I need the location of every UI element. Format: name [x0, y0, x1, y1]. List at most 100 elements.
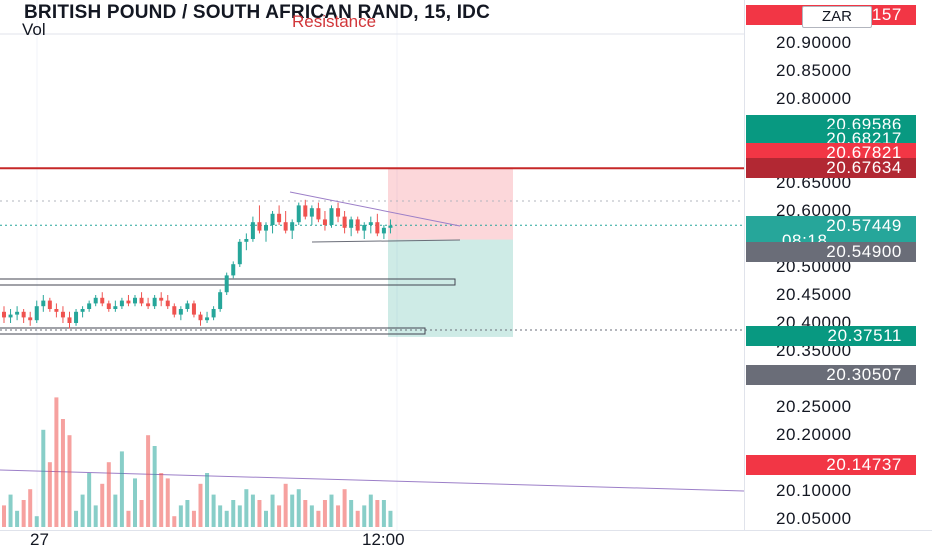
candle-body [322, 219, 327, 225]
candle-body [74, 311, 79, 323]
candle-body [126, 300, 131, 304]
price-label-gray: 20.54900 [746, 242, 916, 262]
volume-bar [74, 510, 79, 527]
volume-bar [152, 446, 157, 527]
candle-body [388, 225, 393, 228]
volume-bar [270, 494, 275, 527]
volume-bar [139, 500, 144, 527]
currency-tag[interactable]: ZAR [802, 6, 872, 28]
volume-bar [15, 510, 20, 527]
candle-body [303, 205, 308, 217]
candle-body [368, 222, 373, 225]
volume-bar [2, 505, 6, 527]
volume-bar [159, 473, 164, 527]
candle-body [159, 297, 164, 301]
volume-bar [191, 510, 196, 527]
chart-grid [0, 0, 744, 530]
volume-bar [309, 505, 314, 527]
volume-bar [355, 510, 360, 527]
candles [2, 199, 393, 329]
volume-bar [47, 462, 52, 527]
volume-bar [133, 478, 137, 527]
volume-bar [211, 494, 216, 527]
volume-bars [2, 397, 393, 527]
candle-body [2, 311, 6, 318]
volume-bar [375, 500, 380, 527]
candle-body [375, 222, 380, 234]
candle-body [231, 264, 236, 276]
price-axis[interactable] [744, 0, 932, 530]
volume-bar [290, 494, 295, 527]
candle-body [47, 300, 52, 309]
candle-body [264, 225, 268, 231]
candle-body [172, 306, 177, 315]
candle-body [290, 222, 295, 231]
volume-bar [178, 505, 183, 527]
candle-body [218, 292, 223, 309]
volume-bar [198, 483, 203, 527]
price-tick: 20.25000 [776, 397, 852, 416]
candle-body [224, 275, 229, 293]
stop-loss-zone [388, 168, 513, 240]
volume-bar [303, 500, 308, 527]
time-label-noon: 12:00 [362, 530, 405, 549]
candle-body [67, 317, 72, 323]
candle-body [152, 297, 157, 307]
volume-bar [257, 500, 262, 527]
candle-body [87, 303, 92, 309]
volume-bar [342, 489, 347, 527]
candle-body [309, 208, 314, 217]
volume-bar [185, 500, 190, 527]
volume-bar [322, 500, 327, 527]
volume-bar [21, 500, 26, 527]
volume-bar [336, 505, 341, 527]
candle-body [355, 219, 360, 231]
volume-bar [283, 483, 288, 527]
candle-body [237, 241, 242, 265]
candle-body [277, 213, 282, 223]
resistance-label: Resistance [292, 12, 377, 31]
volume-bar [119, 451, 124, 527]
take-profit-zone [388, 239, 513, 337]
candle-body [316, 208, 321, 220]
price-tick: 20.90000 [776, 33, 852, 52]
candle-body [342, 216, 347, 228]
candle-body [198, 314, 203, 321]
volume-bar [54, 397, 59, 527]
volume-bar [388, 510, 393, 527]
symbol-title[interactable]: BRITISH POUND / SOUTH AFRICAN RAND, 15, … [24, 2, 491, 23]
volume-bar [146, 435, 151, 527]
volume-bar [264, 510, 268, 527]
volume-bar [224, 510, 229, 527]
volume-bar [381, 500, 386, 527]
volume-bar [349, 500, 354, 527]
volume-bar [106, 462, 111, 527]
candle-body [205, 317, 210, 321]
time-axis[interactable] [0, 530, 932, 551]
candle-body [41, 300, 46, 307]
candle-body [244, 239, 249, 242]
volume-bar [231, 500, 236, 527]
volume-indicator-label[interactable]: Vol [22, 20, 46, 39]
volume-bar [165, 478, 170, 527]
candle-body [191, 303, 196, 315]
volume-bar [60, 419, 65, 527]
candle-body [15, 311, 20, 315]
candle-body [178, 309, 183, 315]
candle-body [349, 219, 354, 228]
volume-bar [8, 494, 13, 527]
volume-bar [100, 483, 105, 527]
target-price-label: 20.37511 [746, 326, 916, 346]
volume-bar [368, 494, 373, 527]
volume-bar [87, 473, 92, 527]
position-zones [388, 168, 513, 337]
candle-body [381, 227, 386, 234]
candle-body [250, 222, 255, 239]
candle-body [60, 311, 65, 318]
price-tick: 20.80000 [776, 89, 852, 108]
candle-body [119, 300, 124, 307]
price-tick: 20.45000 [776, 285, 852, 304]
volume-bar [67, 435, 72, 527]
volume-bar [41, 429, 46, 527]
